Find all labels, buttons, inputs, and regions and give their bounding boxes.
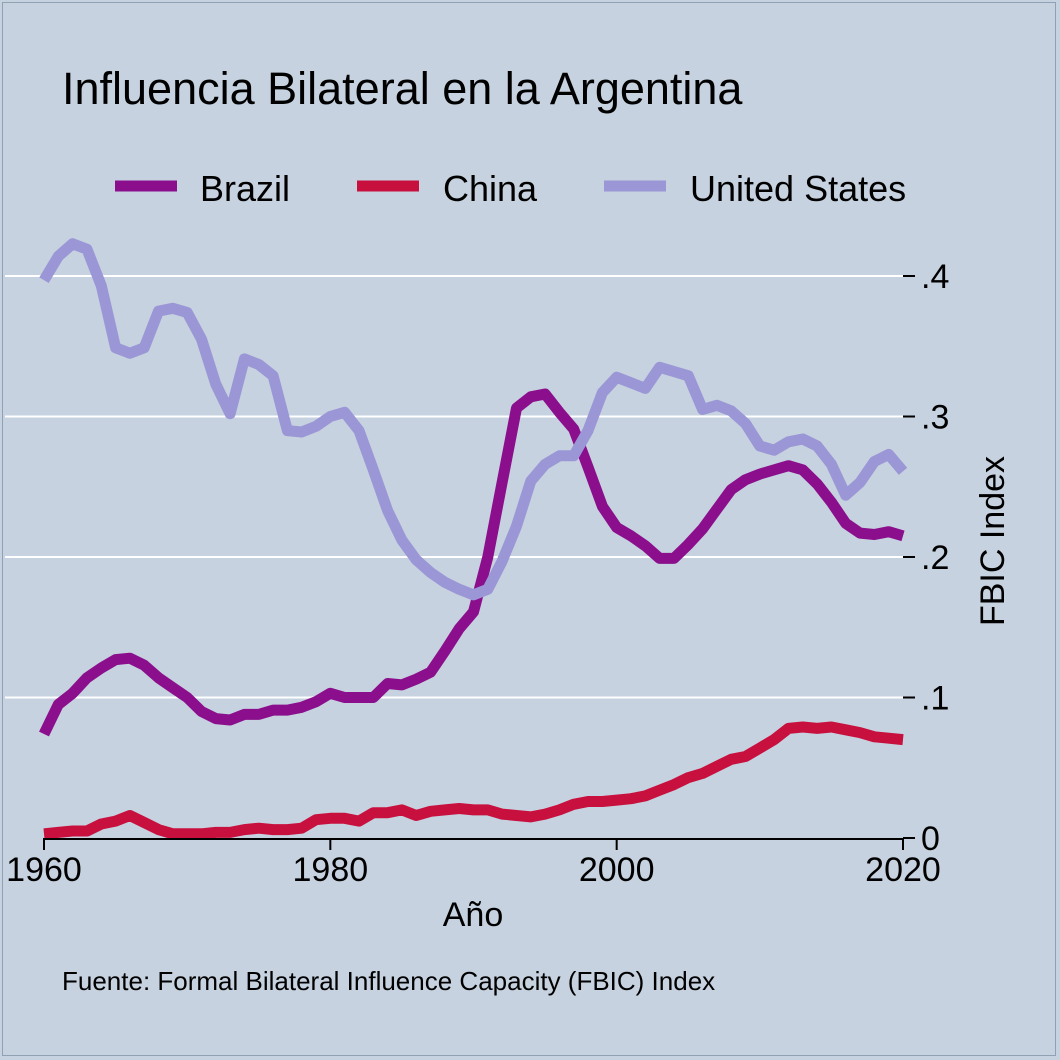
legend-label: China [443,168,538,209]
y-tick-label: .3 [921,399,949,437]
series-line-brazil [39,388,905,737]
legend-label: Brazil [200,168,290,209]
x-tick-label: 2000 [579,851,655,889]
y-tick-label: .2 [921,539,949,577]
legend-label: United States [690,168,906,209]
gridlines [5,275,910,699]
x-axis: 1960 1980 2000 2020 [6,838,941,889]
y-tick-label: .1 [921,680,949,718]
x-axis-label: Año [443,896,504,934]
y-axis: 0 .1 .2 .3 .4 [903,258,949,858]
series-line-china [43,721,904,840]
y-axis-label: FBIC Index [974,456,1012,626]
series-line-united-states [39,238,908,601]
legend: Brazil China United States [115,168,906,209]
x-tick-label: 1980 [293,851,369,889]
y-tick-label: .4 [921,258,949,296]
y-tick-label: 0 [921,820,940,858]
series-lines [39,238,908,840]
x-tick-label: 2020 [865,851,941,889]
chart-title: Influencia Bilateral en la Argentina [62,63,743,114]
x-tick-label: 1960 [6,851,82,889]
source-note: Fuente: Formal Bilateral Influence Capac… [62,966,715,996]
